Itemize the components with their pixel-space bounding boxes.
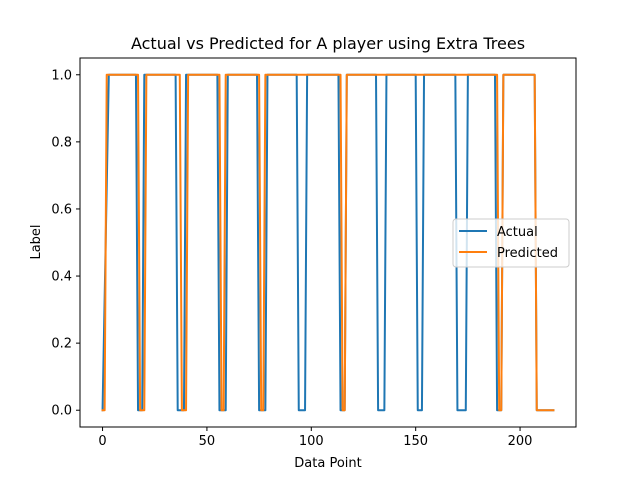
y-axis-title: Label xyxy=(29,224,44,259)
y-tick-label: 0.8 xyxy=(51,135,72,150)
y-tick-label: 1.0 xyxy=(51,68,72,83)
x-tick-label: 50 xyxy=(199,434,216,449)
x-tick-label: 100 xyxy=(299,434,324,449)
legend: Actual Predicted xyxy=(452,218,570,268)
legend-label-predicted: Predicted xyxy=(497,246,558,261)
y-tick-label: 0.2 xyxy=(51,337,72,352)
y-tick-label: 0.6 xyxy=(51,202,72,217)
x-tick-label: 0 xyxy=(98,434,106,449)
plot-area: 0 50 100 150 200 0.0 0.2 0.4 0.6 0.8 1.0 xyxy=(51,57,577,449)
legend-label-actual: Actual xyxy=(497,225,538,240)
x-axis-title: Data Point xyxy=(294,456,361,471)
series-line-predicted xyxy=(101,73,555,412)
chart-title: Actual vs Predicted for A player using E… xyxy=(131,34,525,53)
y-tick-label: 0.4 xyxy=(51,270,72,285)
y-tick-label: 0.0 xyxy=(51,404,72,419)
x-tick-label: 200 xyxy=(508,434,533,449)
x-tick-label: 150 xyxy=(403,434,428,449)
axes-frame xyxy=(79,57,577,428)
